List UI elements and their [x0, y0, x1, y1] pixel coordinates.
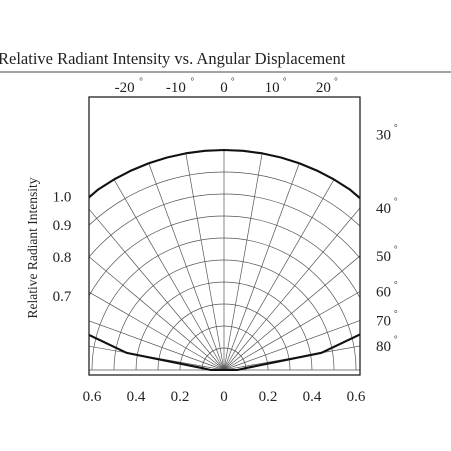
top-angle-label: 0 — [220, 80, 228, 96]
degree-mark: ° — [394, 334, 398, 344]
polar-grid — [89, 149, 360, 371]
x-tick-label: 0.4 — [303, 389, 322, 405]
grid-spoke — [89, 208, 225, 371]
grid-spoke — [223, 255, 360, 371]
degree-mark: ° — [394, 279, 398, 289]
intensity-tick-label: 0.7 — [53, 289, 72, 305]
grid-spoke — [185, 153, 225, 371]
grid-spoke — [223, 207, 360, 371]
grid-spoke — [89, 320, 225, 371]
degree-mark: ° — [139, 76, 143, 86]
degree-mark: ° — [394, 122, 398, 132]
right-angle-label: 60 — [376, 284, 391, 300]
grid-spoke — [89, 345, 225, 371]
intensity-tick-label: 0.9 — [53, 218, 72, 234]
x-tick-label: 0.6 — [83, 389, 102, 405]
tick-labels: -20 ° -10 ° 0 ° 10 ° 20 °30 °40 °50 °60 °70 °80 °1.00.9… — [53, 76, 398, 405]
top-angle-label: -20 — [115, 80, 135, 96]
degree-mark: ° — [394, 309, 398, 319]
x-tick-label: 0.4 — [127, 389, 146, 405]
degree-mark: ° — [190, 76, 194, 86]
grid-spoke — [223, 320, 360, 371]
degree-mark: ° — [394, 196, 398, 206]
right-angle-label: 70 — [376, 314, 391, 330]
grid-spoke — [223, 291, 360, 371]
grid-spoke — [89, 291, 225, 371]
grid-spoke — [113, 179, 225, 371]
y-axis-label: Relative Radiant Intensity — [25, 177, 40, 318]
x-tick-label: 0 — [220, 389, 228, 405]
grid-spoke — [223, 153, 263, 371]
degree-mark: ° — [394, 244, 398, 254]
right-angle-label: 30 — [376, 127, 391, 143]
x-tick-label: 0.2 — [259, 389, 278, 405]
grid-spoke — [223, 163, 300, 371]
grid-spoke — [148, 163, 225, 371]
chart-title: Relative Radiant Intensity vs. Angular D… — [0, 49, 346, 68]
grid-spoke — [223, 179, 335, 371]
top-angle-label: 20 — [316, 80, 331, 96]
top-angle-label: -10 — [166, 80, 186, 96]
degree-mark: ° — [283, 76, 287, 86]
intensity-curve-layer — [89, 148, 360, 372]
right-angle-label: 40 — [376, 201, 391, 217]
degree-mark: ° — [231, 76, 235, 86]
intensity-tick-label: 0.8 — [53, 250, 72, 266]
degree-mark: ° — [334, 76, 338, 86]
grid-spoke — [223, 345, 360, 371]
x-tick-label: 0.2 — [171, 389, 190, 405]
intensity-curve — [89, 148, 360, 372]
right-angle-label: 80 — [376, 339, 391, 355]
right-angle-label: 50 — [376, 249, 391, 265]
grid-spoke — [89, 256, 225, 371]
plot-frame — [88, 96, 361, 376]
x-tick-label: 0.6 — [347, 389, 366, 405]
top-angle-label: 10 — [265, 80, 280, 96]
intensity-tick-label: 1.0 — [53, 189, 72, 205]
